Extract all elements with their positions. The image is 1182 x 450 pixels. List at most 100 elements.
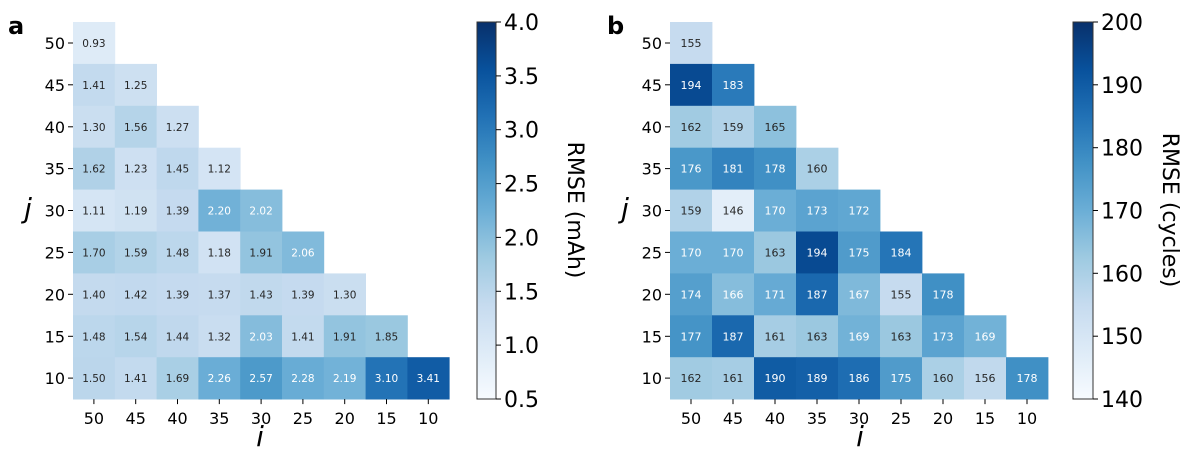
cell-value-label: 2.57 (249, 373, 272, 385)
cell-value-label: 146 (723, 205, 744, 218)
x-tick-label: 15 (376, 409, 396, 428)
cell-value-label: 1.43 (249, 289, 272, 301)
x-tick-label: 30 (849, 409, 869, 428)
heatmap-cell (323, 357, 366, 400)
cell-value-label: 181 (723, 163, 744, 176)
x-tick-label: 40 (765, 409, 785, 428)
x-tick-label: 45 (723, 409, 743, 428)
heatmap-cell (73, 357, 116, 400)
cell-value-label: 178 (933, 288, 954, 301)
heatmap-cell (240, 357, 283, 400)
heatmap-cell (114, 315, 157, 358)
cell-value-label: 155 (681, 37, 702, 50)
y-tick-label: 25 (45, 243, 65, 262)
heatmap-cell (73, 273, 116, 316)
cell-value-label: 1.27 (166, 122, 189, 134)
heatmap-cell (712, 63, 755, 107)
heatmap-cell (964, 357, 1007, 400)
cell-value-label: 1.56 (124, 122, 148, 134)
heatmap-cell (73, 105, 116, 149)
cell-value-label: 3.41 (417, 373, 440, 385)
heatmap-cell (198, 273, 241, 316)
heatmap-cell (156, 105, 199, 149)
panel-b-colorbar (1072, 21, 1094, 400)
heatmap-cell (880, 315, 923, 358)
heatmap-cell (838, 357, 881, 400)
panel-a-xlabel: i (256, 420, 264, 450)
heatmap-cell (282, 231, 325, 274)
heatmap-cell (754, 315, 797, 358)
panel-a-ylabel: j (20, 192, 32, 225)
heatmap-cell (712, 189, 755, 232)
panel-a-colorbar-label: RMSE (mAh) (562, 142, 587, 279)
cell-value-label: 187 (807, 288, 828, 301)
cell-value-label: 1.25 (124, 80, 147, 92)
heatmap-cell (114, 189, 157, 232)
heatmap-cell (73, 231, 116, 274)
cell-value-label: 194 (807, 246, 828, 259)
cell-value-label: 1.70 (82, 247, 105, 259)
heatmap-cell (114, 147, 157, 190)
heatmap-cell (754, 147, 797, 190)
y-tick-label: 35 (642, 160, 662, 179)
heatmap-cell (156, 273, 199, 316)
cell-value-label: 2.28 (291, 373, 314, 385)
x-tick-label: 10 (418, 409, 438, 428)
heatmap-cell (670, 189, 713, 232)
y-tick-label: 15 (642, 327, 662, 346)
cell-value-label: 1.30 (333, 289, 356, 301)
heatmap-cell (240, 231, 283, 274)
colorbar-tick-label: 0.5 (504, 388, 539, 413)
cell-value-label: 186 (849, 372, 870, 385)
heatmap-cell (838, 315, 881, 358)
x-tick-label: 45 (126, 409, 146, 428)
cell-value-label: 174 (681, 288, 702, 301)
heatmap-cell (323, 273, 366, 316)
heatmap-cell (323, 315, 366, 358)
heatmap-cell (754, 189, 797, 232)
heatmap-cell (198, 189, 241, 232)
y-tick-label: 35 (45, 160, 65, 179)
heatmap-cell (156, 357, 199, 400)
x-tick-label: 50 (84, 409, 104, 428)
cell-value-label: 1.37 (208, 289, 231, 301)
heatmap-cell (407, 357, 450, 400)
heatmap-cell (198, 231, 241, 274)
cell-value-label: 173 (933, 330, 954, 343)
cell-value-label: 167 (849, 288, 870, 301)
cell-value-label: 1.50 (82, 373, 105, 385)
heatmap-cell (838, 273, 881, 316)
heatmap-cell (712, 147, 755, 190)
cell-value-label: 1.23 (124, 164, 147, 176)
heatmap-b: 155 194 183 162 159 165 176 181 178 160 159 146 170 1… (642, 22, 1049, 428)
cell-value-label: 190 (765, 372, 786, 385)
heatmap-cell (156, 147, 199, 190)
heatmap-cell (240, 189, 283, 232)
cell-value-label: 1.12 (208, 164, 231, 176)
heatmap-cell (838, 189, 881, 232)
heatmap-cell (964, 315, 1007, 358)
cell-value-label: 1.39 (166, 206, 189, 218)
y-tick-label: 30 (45, 202, 65, 221)
colorbar-tick-label: 2.0 (504, 226, 539, 251)
cell-value-label: 2.20 (208, 206, 231, 218)
cell-value-label: 1.48 (166, 247, 189, 259)
heatmap-cell (282, 315, 325, 358)
heatmap-cell (282, 273, 325, 316)
heatmap-cell (114, 63, 157, 107)
heatmap-cell (240, 273, 283, 316)
heatmap-cell (712, 273, 755, 316)
cell-value-label: 1.91 (333, 331, 356, 343)
y-tick-label: 40 (45, 118, 65, 137)
cell-value-label: 194 (681, 79, 702, 92)
cell-value-label: 2.19 (333, 373, 356, 385)
heatmap-cell (73, 147, 116, 190)
heatmap-cell (670, 357, 713, 400)
cell-value-label: 3.10 (375, 373, 398, 385)
cell-value-label: 160 (807, 163, 828, 176)
heatmap-cell (796, 147, 839, 190)
heatmap-cell (922, 357, 965, 400)
cell-value-label: 184 (891, 246, 912, 259)
cell-value-label: 1.39 (166, 289, 189, 301)
